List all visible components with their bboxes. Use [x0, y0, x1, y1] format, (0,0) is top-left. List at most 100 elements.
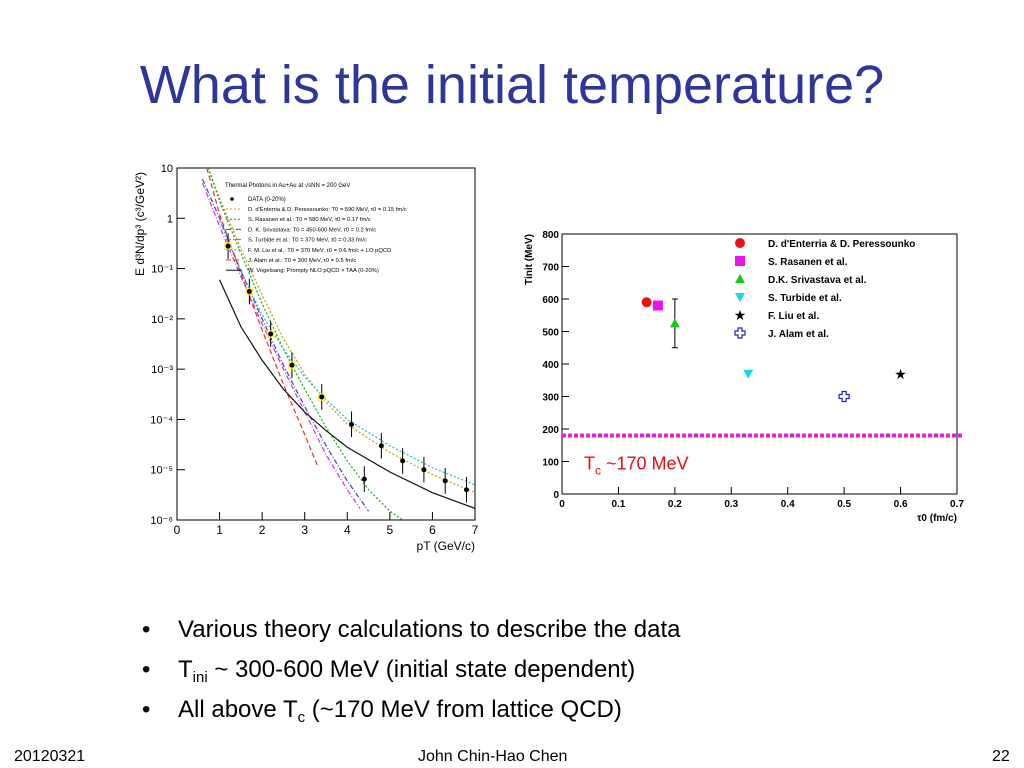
plot-frame — [176, 167, 476, 521]
y-tick-label: 600 — [542, 295, 559, 306]
marker-circle — [735, 238, 745, 248]
marker-star: ★ — [734, 307, 747, 323]
slide-title: What is the initial temperature? — [139, 55, 885, 115]
legend-label: S. Turbide et al.: T0 = 370 MeV, τ0 = 0.… — [248, 238, 367, 244]
data-point — [400, 458, 406, 464]
marker-triangle-up — [735, 274, 745, 283]
x-axis-label: τ0 (fm/c) — [917, 513, 957, 524]
theory-curve — [219, 220, 475, 486]
x-tick-label: 0.2 — [668, 499, 682, 510]
x-tick-label: 0.4 — [781, 499, 795, 510]
theory-curve — [207, 168, 475, 494]
data-point — [246, 288, 252, 294]
theory-curve — [219, 279, 475, 509]
marker-triangle-down — [743, 369, 754, 379]
marker-circle — [641, 297, 652, 308]
theory-curve — [207, 168, 403, 520]
bullet-subscript: c — [297, 709, 306, 726]
bullet-text-lead: All above T — [178, 696, 298, 723]
legend-label: J. Alam et al.: T0 = 300 MeV, τ0 = 0.5 f… — [248, 258, 356, 264]
y-tick-label: 10⁻³ — [151, 364, 173, 376]
y-tick-label: 10⁻⁵ — [150, 465, 173, 477]
bullet-item: Tini ~ 300-600 MeV (initial state depend… — [142, 652, 681, 692]
temperature-chart-svg: 0 0.1 0.2 0.3 0.4 0.5 0.6 0.7 0 100 200 300 400 500 60… — [524, 230, 964, 524]
data-point — [319, 394, 325, 400]
y-tick-label: 400 — [542, 360, 559, 371]
legend-label: DATA (0-20%) — [248, 197, 286, 203]
legend-label: S. Rasanen et al.: T0 = 580 MeV, τ0 = 0.… — [248, 217, 371, 223]
y-axis-label: Tinit (MeV) — [524, 234, 535, 285]
data-point — [361, 476, 367, 482]
x-tick-label: 0 — [559, 499, 565, 510]
legend-marker — [230, 197, 234, 201]
x-tick-label: 2 — [259, 523, 266, 537]
x-tick-label: 0.5 — [837, 499, 851, 510]
x-tick-label: 6 — [429, 523, 436, 537]
bullet-text-rest: ~ 300-600 MeV (initial state dependent) — [207, 656, 636, 683]
bullet-subscript: ini — [192, 669, 208, 686]
marker-triangle-down — [735, 293, 745, 302]
theory-curve — [206, 168, 319, 466]
y-tick-label: 800 — [542, 230, 559, 241]
y-tick-label: 10⁻⁶ — [150, 515, 173, 527]
data-point — [268, 331, 274, 337]
curves-group — [201, 168, 475, 520]
y-tick-label: 10⁻² — [151, 314, 173, 326]
x-tick-label: 3 — [301, 523, 308, 537]
y-tick-label: 500 — [542, 328, 559, 339]
footer-author: John Chin-Hao Chen — [418, 748, 568, 765]
footer-page-number: 22 — [992, 748, 1010, 765]
legend-label: S. Turbide et al. — [768, 293, 842, 304]
y-tick-label: 300 — [542, 393, 559, 404]
y-axis-label: E d³N/dp³ (c³/GeV²) — [133, 172, 147, 276]
y-tick-label: 0 — [553, 490, 559, 501]
marker-square — [735, 256, 745, 266]
legend-label: D. d'Enterria & D. Peressounko — [768, 239, 915, 250]
thermal-photon-spectrum-chart: 0 1 2 3 4 5 6 7 10⁻⁶ 10⁻⁵ 10⁻⁴ 10⁻³ 10⁻² 10⁻¹ 1 10 pT (G… — [130, 160, 480, 555]
legend-label: D.K. Srivastava et al. — [768, 275, 867, 286]
x-tick-label: 0.3 — [724, 499, 738, 510]
y-tick-label: 200 — [542, 425, 559, 436]
marker-star: ★ — [894, 366, 907, 382]
legend-label: D. d'Enterria & D. Peressounko: T0 = 590… — [248, 207, 407, 213]
x-tick-label: 0.7 — [950, 499, 964, 510]
bullet-item: Various theory calculations to describe … — [142, 612, 681, 652]
y-tick-label: 10⁻⁴ — [150, 414, 173, 426]
data-point — [378, 443, 384, 449]
y-tick-label: 700 — [542, 263, 559, 274]
bullet-text-rest: (~170 MeV from lattice QCD) — [305, 696, 622, 723]
data-point — [421, 467, 427, 473]
x-axis-label: pT (GeV/c) — [417, 539, 475, 553]
x-tick-label: 4 — [344, 523, 351, 537]
x-tick-label: 5 — [387, 523, 394, 537]
bullet-list: Various theory calculations to describe … — [142, 612, 681, 732]
marker-triangle-up — [669, 318, 680, 328]
y-tick-label: 1 — [167, 213, 173, 225]
legend-label: F. Liu et al. — [768, 311, 819, 322]
bullet-item: All above Tc (~170 MeV from lattice QCD) — [142, 692, 681, 732]
marker-square — [652, 300, 663, 311]
x-tick-label: 0 — [174, 523, 181, 537]
marker-open-cross — [734, 327, 746, 339]
legend-label: D. K. Srivastava: T0 = 450-600 MeV, τ0 =… — [248, 227, 376, 233]
y-tick-label: 10 — [161, 163, 173, 175]
y-tick-label: 10⁻¹ — [151, 264, 173, 276]
x-tick-label: 1 — [216, 523, 223, 537]
y-tick-label: 100 — [542, 458, 559, 469]
bullet-text: Various theory calculations to describe … — [178, 616, 681, 643]
tc-label: Tc ~170 MeV — [584, 454, 689, 478]
data-point — [463, 487, 469, 493]
legend-label: F. M. Liu et al.: T0 = 370 MeV, τ0 = 0.6… — [248, 248, 391, 254]
legend-label: S. Rasanen et al. — [768, 257, 848, 268]
data-point — [442, 478, 448, 484]
x-tick-label: 7 — [472, 523, 479, 537]
legend-title: Thermal Photons in Au+Au at √sNN = 200 G… — [225, 182, 350, 189]
data-point — [349, 421, 355, 427]
footer-date: 20120321 — [14, 748, 86, 765]
initial-temperature-chart: 0 0.1 0.2 0.3 0.4 0.5 0.6 0.7 0 100 200 300 400 500 60… — [520, 228, 970, 528]
x-tick-label: 0.6 — [894, 499, 908, 510]
spectrum-chart-svg: 0 1 2 3 4 5 6 7 10⁻⁶ 10⁻⁵ 10⁻⁴ 10⁻³ 10⁻² 10⁻¹ 1 10 pT (G… — [133, 163, 479, 553]
marker-open-cross — [838, 390, 850, 403]
legend-label: J. Alam et al. — [768, 329, 829, 340]
bullet-text-lead: T — [178, 656, 193, 683]
